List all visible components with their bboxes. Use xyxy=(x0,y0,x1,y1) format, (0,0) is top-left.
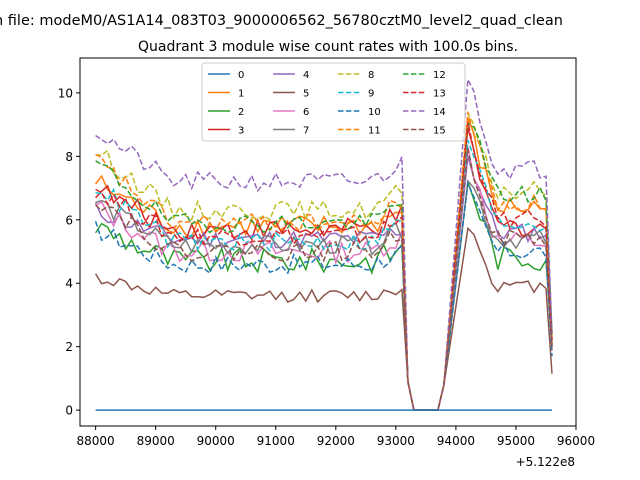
legend-label: 7 xyxy=(303,126,309,137)
series-line-10 xyxy=(94,180,553,411)
x-tick-label: 89000 xyxy=(137,434,175,448)
legend-label: 2 xyxy=(238,107,244,118)
x-tick-label: 90000 xyxy=(197,434,235,448)
series-line-2 xyxy=(94,181,553,411)
x-tick-label: 92000 xyxy=(317,434,355,448)
legend-label: 12 xyxy=(433,70,446,81)
x-tick-label: 95000 xyxy=(497,434,535,448)
series-line-3 xyxy=(95,127,553,411)
series-line-15 xyxy=(95,147,553,411)
x-tick-label: 93000 xyxy=(377,434,415,448)
series-line-5 xyxy=(94,226,553,411)
chart-title: Quadrant 3 module wise count rates with … xyxy=(138,39,518,55)
y-tick-label: 6 xyxy=(65,213,73,227)
y-tick-label: 8 xyxy=(65,150,73,164)
x-axis: 88000 89000 90000 91000 92000 93000 94000 95000… xyxy=(77,426,595,448)
x-tick-label: 91000 xyxy=(257,434,295,448)
series-line-13 xyxy=(95,122,553,411)
x-tick-label: 94000 xyxy=(437,434,475,448)
y-axis: 0 2 4 6 8 10 xyxy=(58,86,80,418)
y-tick-label: 2 xyxy=(65,340,73,354)
legend-label: 10 xyxy=(368,107,381,118)
legend-label: 4 xyxy=(303,70,309,81)
x-tick-label: 88000 xyxy=(77,434,115,448)
y-tick-label: 0 xyxy=(65,404,73,418)
legend-label: 5 xyxy=(303,89,309,100)
legend-label: 8 xyxy=(368,70,374,81)
legend-label: 1 xyxy=(238,89,244,100)
series-line-11 xyxy=(95,112,553,411)
series-line-7 xyxy=(95,179,553,411)
legend-label: 14 xyxy=(433,107,446,118)
y-tick-label: 4 xyxy=(65,277,73,291)
x-tick-label: 96000 xyxy=(557,434,595,448)
legend-box xyxy=(201,62,466,142)
series-line-9 xyxy=(95,139,553,411)
legend-label: 0 xyxy=(238,70,244,81)
legend-label: 9 xyxy=(368,89,374,100)
series-line-1 xyxy=(95,117,553,411)
legend-label: 15 xyxy=(433,126,446,137)
y-tick-label: 10 xyxy=(58,86,73,100)
legend-label: 6 xyxy=(303,107,309,118)
x-offset-label: +5.122e8 xyxy=(516,455,575,469)
legend-label: 13 xyxy=(433,89,446,100)
series-line-12 xyxy=(95,122,553,411)
series-line-14 xyxy=(95,76,553,411)
series-line-4 xyxy=(94,156,553,411)
legend-label: 3 xyxy=(238,126,244,137)
header-text: n file: modeM0/AS1A14_083T03_9000006562_… xyxy=(0,13,563,29)
legend-label: 11 xyxy=(368,126,381,137)
axes-frame xyxy=(79,57,577,427)
plot-area xyxy=(94,76,553,411)
